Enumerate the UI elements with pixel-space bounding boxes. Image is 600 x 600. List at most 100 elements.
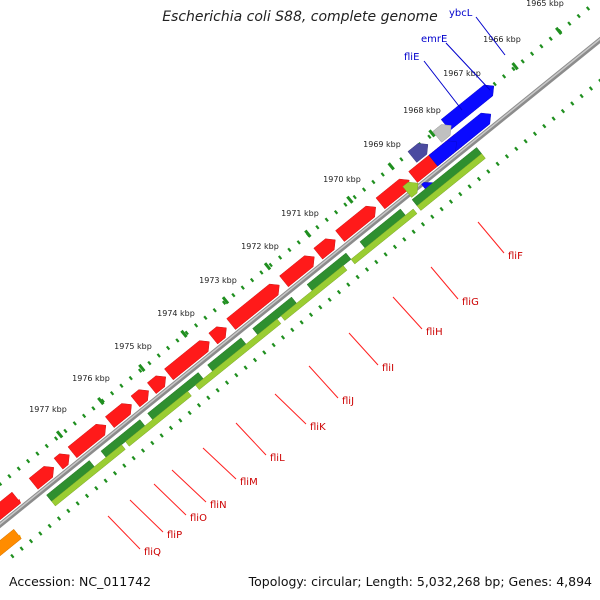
tick-mark bbox=[308, 312, 314, 318]
tick-mark bbox=[346, 282, 351, 287]
gene-forward bbox=[208, 326, 227, 345]
gene-label: fliE bbox=[404, 52, 419, 63]
tick-mark bbox=[430, 214, 435, 219]
tick-mark bbox=[333, 209, 339, 215]
tick-mark bbox=[570, 101, 575, 106]
tick-mark bbox=[240, 285, 245, 290]
tick-mark bbox=[259, 270, 264, 275]
tick-mark bbox=[318, 304, 323, 310]
gene-label: fliN bbox=[210, 500, 227, 511]
gene-forward bbox=[104, 403, 132, 428]
cds-light-band bbox=[51, 444, 126, 507]
gene-forward bbox=[130, 389, 149, 408]
kbp-label: 1968 kbp bbox=[403, 106, 441, 115]
kbp-label: 1967 kbp bbox=[443, 69, 481, 78]
tick-mark bbox=[224, 380, 230, 385]
tick-mark bbox=[343, 202, 348, 207]
tick-mark bbox=[588, 86, 594, 91]
cds-light-band bbox=[195, 318, 282, 391]
gene-other bbox=[432, 124, 452, 143]
major-tick-mark bbox=[387, 162, 395, 171]
gene-label: fliJ bbox=[342, 396, 354, 407]
gene-orange bbox=[0, 528, 22, 557]
tick-mark bbox=[75, 501, 80, 506]
tick-mark bbox=[523, 139, 528, 144]
tick-mark bbox=[361, 187, 367, 192]
tick-mark bbox=[514, 146, 519, 152]
tick-mark bbox=[150, 440, 155, 446]
tick-mark bbox=[47, 523, 52, 529]
gene-forward bbox=[375, 178, 410, 210]
gene-forward bbox=[226, 283, 280, 330]
tick-mark bbox=[243, 365, 248, 370]
tick-mark bbox=[203, 315, 208, 321]
gene-dark bbox=[407, 143, 429, 163]
tick-mark bbox=[122, 463, 127, 468]
gene-label: fliM bbox=[240, 477, 258, 488]
tick-mark bbox=[511, 66, 516, 72]
tick-mark bbox=[156, 353, 161, 358]
tick-mark bbox=[560, 108, 566, 114]
tick-mark bbox=[290, 327, 295, 333]
gene-forward bbox=[313, 238, 336, 260]
major-tick-mark bbox=[304, 229, 312, 238]
gene-label: fliL bbox=[270, 453, 285, 464]
tick-mark bbox=[352, 194, 357, 200]
tick-mark bbox=[10, 553, 15, 559]
tick-mark bbox=[336, 289, 342, 295]
gene-leader-line bbox=[477, 221, 505, 254]
tick-mark bbox=[131, 455, 136, 461]
kbp-label: 1966 kbp bbox=[483, 35, 521, 44]
gene-leader-line bbox=[129, 499, 164, 533]
tick-mark bbox=[262, 350, 267, 355]
gene-forward bbox=[164, 340, 210, 381]
tick-mark bbox=[402, 237, 407, 242]
tick-mark bbox=[128, 375, 133, 381]
gene-label: fliP bbox=[167, 530, 182, 541]
tick-mark bbox=[532, 131, 538, 136]
gene-leader-line bbox=[107, 515, 141, 550]
gene-leader-line bbox=[308, 365, 339, 399]
tick-mark bbox=[103, 478, 108, 483]
gene-forward bbox=[279, 255, 315, 288]
gene-leader-line bbox=[171, 469, 207, 503]
tick-mark bbox=[271, 342, 276, 348]
tick-mark bbox=[91, 406, 96, 411]
gene-label: fliI bbox=[382, 363, 394, 374]
genome-summary-text: Topology: circular; Length: 5,032,268 bp… bbox=[248, 574, 592, 589]
tick-mark bbox=[280, 335, 286, 340]
tick-mark bbox=[486, 169, 491, 174]
tick-mark bbox=[66, 508, 71, 514]
gene-label: fliG bbox=[462, 297, 479, 308]
gene-leader-line bbox=[202, 447, 237, 480]
gene-forward bbox=[335, 205, 376, 242]
tick-mark bbox=[504, 154, 510, 159]
tick-mark bbox=[598, 78, 600, 83]
tick-mark bbox=[35, 451, 40, 456]
tick-mark bbox=[234, 372, 239, 378]
major-tick-mark bbox=[138, 363, 146, 372]
tick-mark bbox=[551, 116, 556, 121]
gene-leader-line bbox=[475, 16, 506, 56]
kbp-label: 1975 kbp bbox=[114, 342, 152, 351]
gene-label: emrE bbox=[421, 34, 447, 45]
tick-mark bbox=[7, 473, 12, 479]
tick-mark bbox=[277, 255, 283, 260]
tick-mark bbox=[567, 21, 572, 26]
tick-mark bbox=[193, 323, 199, 328]
gene-label: fliK bbox=[310, 422, 326, 433]
gene-forward bbox=[28, 466, 55, 490]
gene-leader-line bbox=[430, 266, 459, 300]
tick-mark bbox=[16, 466, 21, 471]
tick-mark bbox=[324, 217, 329, 222]
major-tick-mark bbox=[346, 195, 354, 204]
major-tick-mark bbox=[55, 430, 64, 439]
cds-light-box bbox=[402, 181, 419, 198]
tick-mark bbox=[364, 267, 370, 272]
tick-mark bbox=[187, 410, 192, 416]
genome-backbone-highlight bbox=[0, 38, 600, 525]
tick-mark bbox=[296, 240, 301, 245]
tick-mark bbox=[231, 292, 236, 298]
